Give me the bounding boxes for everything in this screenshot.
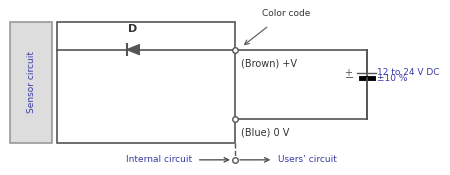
Bar xyxy=(10,22,52,143)
Text: (Blue) 0 V: (Blue) 0 V xyxy=(241,127,290,137)
Polygon shape xyxy=(127,44,140,55)
Text: Color code: Color code xyxy=(262,9,310,18)
Text: (Brown) +V: (Brown) +V xyxy=(241,58,297,68)
Bar xyxy=(57,22,235,143)
Text: D: D xyxy=(128,24,138,34)
Text: Users’ circuit: Users’ circuit xyxy=(278,155,337,164)
Text: +: + xyxy=(344,68,352,78)
Text: −: − xyxy=(345,73,354,83)
Text: Sensor circuit: Sensor circuit xyxy=(27,51,36,113)
Text: ±10 %: ±10 % xyxy=(378,74,408,83)
Text: Internal circuit: Internal circuit xyxy=(126,155,193,164)
Text: 12 to 24 V DC: 12 to 24 V DC xyxy=(378,68,440,77)
